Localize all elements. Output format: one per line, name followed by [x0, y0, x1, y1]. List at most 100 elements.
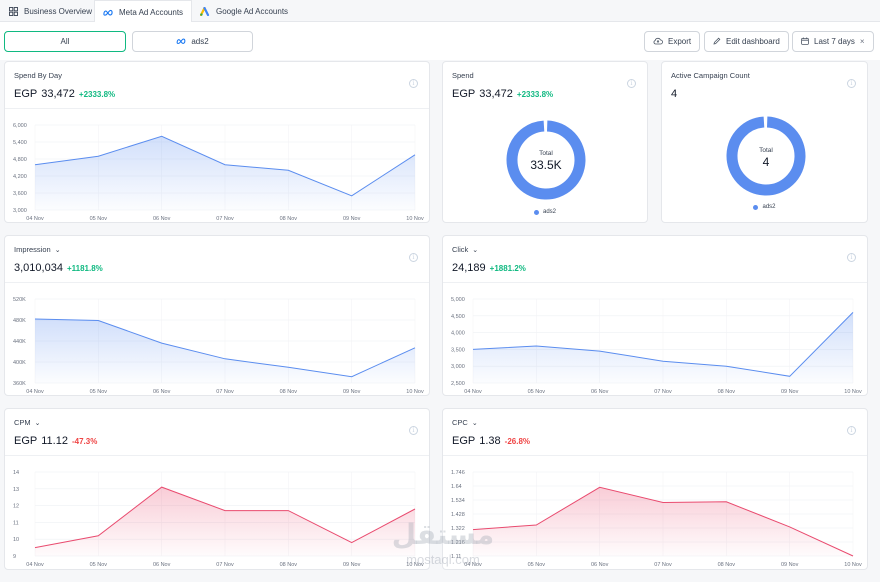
tab-google-ad-accounts[interactable]: Google Ad Accounts: [192, 0, 296, 22]
x-tick-label: 05 Nov: [90, 389, 108, 395]
legend-label: ads2: [762, 204, 776, 210]
y-tick-label: 360K: [13, 381, 26, 387]
y-tick-label: 4,500: [451, 314, 465, 320]
x-tick-label: 04 Nov: [26, 389, 44, 395]
data-point: [97, 155, 99, 157]
data-point: [287, 366, 289, 368]
y-tick-label: 3,600: [13, 191, 27, 197]
series-line: [472, 486, 854, 557]
data-point: [287, 509, 289, 511]
card-title: Spend: [452, 71, 474, 80]
data-point: [224, 163, 226, 165]
cpc-metric-selector[interactable]: CPC ⌄: [452, 418, 478, 427]
data-point: [350, 541, 352, 543]
metric-value: 11.12: [41, 435, 68, 447]
edit-dashboard-button[interactable]: Edit dashboard: [704, 31, 789, 52]
data-point: [160, 486, 162, 488]
date-range-picker[interactable]: Last 7 days ×: [792, 31, 874, 52]
series-line: [472, 312, 854, 377]
delta-badge: +1181.8%: [66, 264, 103, 273]
filter-all-label: All: [60, 37, 70, 46]
data-point: [34, 318, 36, 320]
edit-dashboard-label: Edit dashboard: [726, 37, 780, 46]
tab-meta-ad-accounts[interactable]: Meta Ad Accounts: [94, 0, 193, 23]
export-button[interactable]: Export: [644, 31, 701, 52]
data-point: [160, 135, 162, 137]
data-point: [34, 546, 36, 548]
campaign-donut-chart: Total 4: [726, 116, 806, 196]
data-point: [414, 508, 416, 510]
y-tick-label: 1.322: [451, 526, 465, 532]
y-tick-label: 1.216: [451, 540, 465, 546]
data-point: [97, 535, 99, 537]
export-label: Export: [668, 37, 692, 46]
y-tick-label: 5,400: [13, 140, 27, 146]
data-point: [852, 311, 854, 313]
filter-account-label: ads2: [191, 37, 209, 46]
data-point: [350, 195, 352, 197]
spend-by-day-card: Spend By Day EGP 33,472 +2333.8% i 6,000…: [4, 61, 430, 223]
cloud-upload-icon: [653, 37, 663, 47]
impression-card: Impression ⌄ 3,010,034 +1181.8% i 520K 48…: [4, 235, 430, 396]
donut-total-value: 4: [763, 155, 770, 169]
donut-ring: [726, 116, 806, 196]
x-tick-label: 09 Nov: [343, 216, 361, 222]
data-point: [472, 528, 474, 530]
date-range-label: Last 7 days: [814, 37, 855, 46]
data-point: [287, 169, 289, 171]
info-icon[interactable]: i: [409, 253, 418, 262]
delta-badge: +1881.2%: [489, 264, 526, 273]
data-point: [598, 486, 600, 488]
x-tick-label: 06 Nov: [153, 216, 171, 222]
series-area: [473, 487, 853, 556]
y-tick-label: 2,500: [451, 381, 465, 387]
x-tick-label: 06 Nov: [591, 389, 609, 395]
data-point: [852, 555, 854, 557]
data-point: [350, 376, 352, 378]
data-point: [414, 154, 416, 156]
y-tick-label: 1.64: [451, 484, 462, 490]
info-icon[interactable]: i: [409, 79, 418, 88]
x-tick-label: 07 Nov: [654, 562, 672, 568]
x-tick-label: 08 Nov: [718, 562, 736, 568]
card-metric: 3,010,034 +1181.8%: [14, 262, 103, 274]
impression-metric-selector[interactable]: Impression ⌄: [14, 245, 61, 254]
cpm-chart: 14 13 12 11 10 9 04 Nov 05 Nov 06 Nov 07 Nov 08 No…: [13, 470, 424, 568]
currency-label: EGP: [14, 88, 38, 100]
legend-swatch: [753, 204, 759, 210]
x-tick-label: 04 Nov: [26, 562, 44, 568]
tab-business-overview[interactable]: Business Overview: [0, 0, 100, 22]
tab-bar: Business Overview Meta Ad Accounts Googl…: [0, 0, 880, 23]
close-icon[interactable]: ×: [859, 37, 865, 46]
series-area: [35, 319, 415, 383]
y-tick-label: 4,000: [451, 331, 465, 337]
y-tick-label: 1.428: [451, 512, 465, 518]
series-area: [35, 136, 415, 210]
filter-all-button[interactable]: All: [4, 31, 126, 52]
data-point: [414, 347, 416, 349]
card-title: Impression: [14, 245, 51, 254]
y-tick-label: 4,200: [13, 174, 27, 180]
donut-total-label: Total: [759, 147, 773, 154]
card-title: Click: [452, 245, 469, 254]
currency-label: EGP: [14, 435, 38, 447]
info-icon[interactable]: i: [847, 253, 856, 262]
y-tick-label: 6,000: [13, 123, 27, 129]
click-metric-selector[interactable]: Click ⌄: [452, 245, 478, 254]
info-icon[interactable]: i: [627, 79, 636, 88]
x-tick-label: 05 Nov: [528, 562, 546, 568]
info-icon[interactable]: i: [409, 426, 418, 435]
cpm-metric-selector[interactable]: CPM ⌄: [14, 418, 41, 427]
x-tick-label: 10 Nov: [406, 389, 424, 395]
filter-account-button[interactable]: ads2: [132, 31, 253, 52]
y-tick-label: 12: [13, 504, 19, 510]
series-line: [34, 318, 416, 378]
info-icon[interactable]: i: [847, 426, 856, 435]
divider: [443, 455, 867, 456]
info-icon[interactable]: i: [847, 79, 856, 88]
delta-badge: -26.8%: [504, 437, 531, 446]
data-point: [472, 348, 474, 350]
click-card: Click ⌄ 24,189 +1881.2% i 5,000 4,500 4,00…: [442, 235, 868, 396]
divider: [5, 282, 429, 283]
click-chart: 5,000 4,500 4,000 3,500 3,000 2,500 04 Nov 05 N…: [451, 297, 862, 395]
